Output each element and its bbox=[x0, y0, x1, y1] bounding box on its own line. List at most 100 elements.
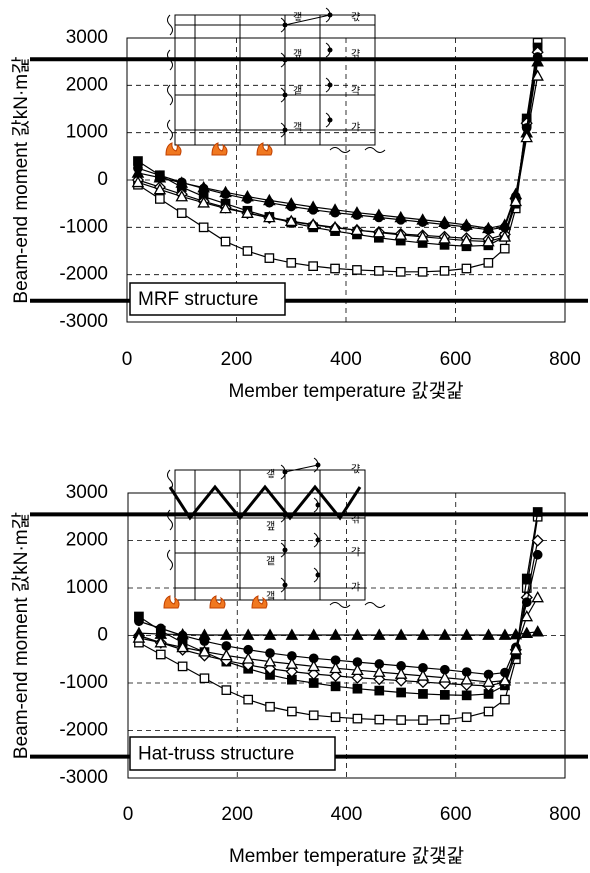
y-tick-label: -2000 bbox=[59, 720, 108, 741]
plot-series bbox=[131, 37, 544, 277]
flames bbox=[163, 142, 273, 609]
annotation-box bbox=[129, 282, 286, 316]
marker bbox=[176, 628, 189, 640]
marker bbox=[330, 712, 341, 723]
marker bbox=[351, 663, 364, 676]
marker bbox=[285, 657, 299, 669]
marker bbox=[394, 667, 408, 679]
marker bbox=[461, 712, 472, 723]
marker bbox=[220, 648, 233, 661]
x-tick-label: 200 bbox=[221, 804, 253, 825]
marker bbox=[394, 628, 408, 640]
marker bbox=[153, 182, 167, 195]
marker bbox=[532, 507, 543, 517]
marker bbox=[330, 263, 340, 274]
inset-label: 갶 bbox=[293, 49, 302, 61]
marker bbox=[396, 715, 406, 725]
inset-label: 갻 bbox=[351, 12, 360, 24]
marker bbox=[460, 218, 473, 230]
marker bbox=[306, 200, 320, 212]
series-line bbox=[137, 56, 539, 231]
marker bbox=[350, 206, 364, 218]
marker bbox=[284, 214, 298, 227]
marker bbox=[199, 673, 210, 684]
marker bbox=[263, 210, 276, 223]
inset-label: 갸 bbox=[351, 122, 360, 134]
marker bbox=[307, 667, 320, 681]
link bbox=[284, 14, 331, 26]
marker bbox=[482, 628, 495, 640]
y-tick-label: 0 bbox=[97, 169, 108, 190]
marker bbox=[498, 230, 512, 242]
marker bbox=[198, 222, 209, 233]
marker bbox=[241, 652, 255, 664]
marker bbox=[154, 636, 168, 648]
x-tick-label: 400 bbox=[331, 804, 363, 825]
marker bbox=[438, 628, 452, 640]
annotation: MRF structure bbox=[138, 289, 258, 310]
marker bbox=[197, 181, 210, 193]
marker bbox=[219, 201, 232, 214]
rotation-arrow bbox=[280, 507, 286, 523]
rotation-arrow bbox=[313, 532, 319, 548]
marker bbox=[287, 706, 297, 717]
y-tick-label: -1000 bbox=[59, 216, 108, 237]
inset-label: 갻 bbox=[351, 464, 360, 476]
marker bbox=[372, 225, 386, 238]
y-tick-label: 2000 bbox=[66, 530, 108, 551]
marker bbox=[176, 640, 189, 653]
marker bbox=[132, 631, 146, 643]
x-tick-label: 0 bbox=[123, 804, 134, 825]
marker bbox=[520, 130, 533, 143]
marker bbox=[176, 208, 187, 218]
y-tick-label: -2000 bbox=[59, 264, 108, 285]
marker bbox=[416, 230, 429, 242]
marker bbox=[197, 196, 210, 208]
marker bbox=[500, 694, 510, 705]
marker bbox=[284, 197, 298, 209]
marker bbox=[416, 628, 430, 640]
marker bbox=[416, 213, 429, 225]
plot-series bbox=[132, 507, 544, 725]
inset-label: 갶 bbox=[266, 521, 275, 533]
marker bbox=[531, 534, 544, 547]
marker bbox=[531, 55, 544, 67]
marker bbox=[439, 690, 450, 700]
marker bbox=[329, 669, 342, 682]
inset-label: 갷 bbox=[266, 469, 275, 481]
inset-label: 갹 bbox=[351, 86, 360, 98]
marker bbox=[439, 714, 450, 725]
y-tick-label: 1000 bbox=[66, 577, 108, 598]
y-tick-label: -3000 bbox=[59, 767, 108, 788]
marker bbox=[153, 171, 167, 183]
marker bbox=[498, 628, 512, 640]
marker bbox=[352, 713, 363, 724]
marker bbox=[372, 665, 386, 677]
rotation-arrow bbox=[280, 542, 286, 558]
rotation-arrow bbox=[280, 87, 286, 103]
marker bbox=[509, 643, 523, 655]
inset-label: 갸 bbox=[351, 582, 360, 594]
marker bbox=[155, 649, 166, 660]
marker bbox=[521, 597, 532, 608]
marker bbox=[372, 628, 386, 640]
x-tick-label: 0 bbox=[122, 349, 133, 370]
marker bbox=[264, 253, 275, 263]
inset-label: 갷 bbox=[293, 12, 302, 24]
y-tick-label: -1000 bbox=[59, 672, 108, 693]
marker bbox=[509, 628, 523, 640]
marker bbox=[329, 628, 342, 640]
x-tick-label: 600 bbox=[440, 804, 472, 825]
marker bbox=[198, 628, 211, 640]
annotation: Hat-truss structure bbox=[138, 744, 294, 765]
rotation-arrow bbox=[313, 567, 319, 583]
inset-label: 갺 bbox=[351, 514, 360, 526]
marker bbox=[394, 228, 408, 240]
marker bbox=[243, 694, 254, 705]
x-axis-label: Member temperature 갌갳갍 bbox=[229, 845, 464, 867]
marker bbox=[520, 626, 534, 638]
x-tick-label: 400 bbox=[330, 349, 362, 370]
marker bbox=[328, 220, 342, 233]
y-tick-label: -3000 bbox=[59, 311, 108, 332]
marker bbox=[307, 659, 321, 672]
